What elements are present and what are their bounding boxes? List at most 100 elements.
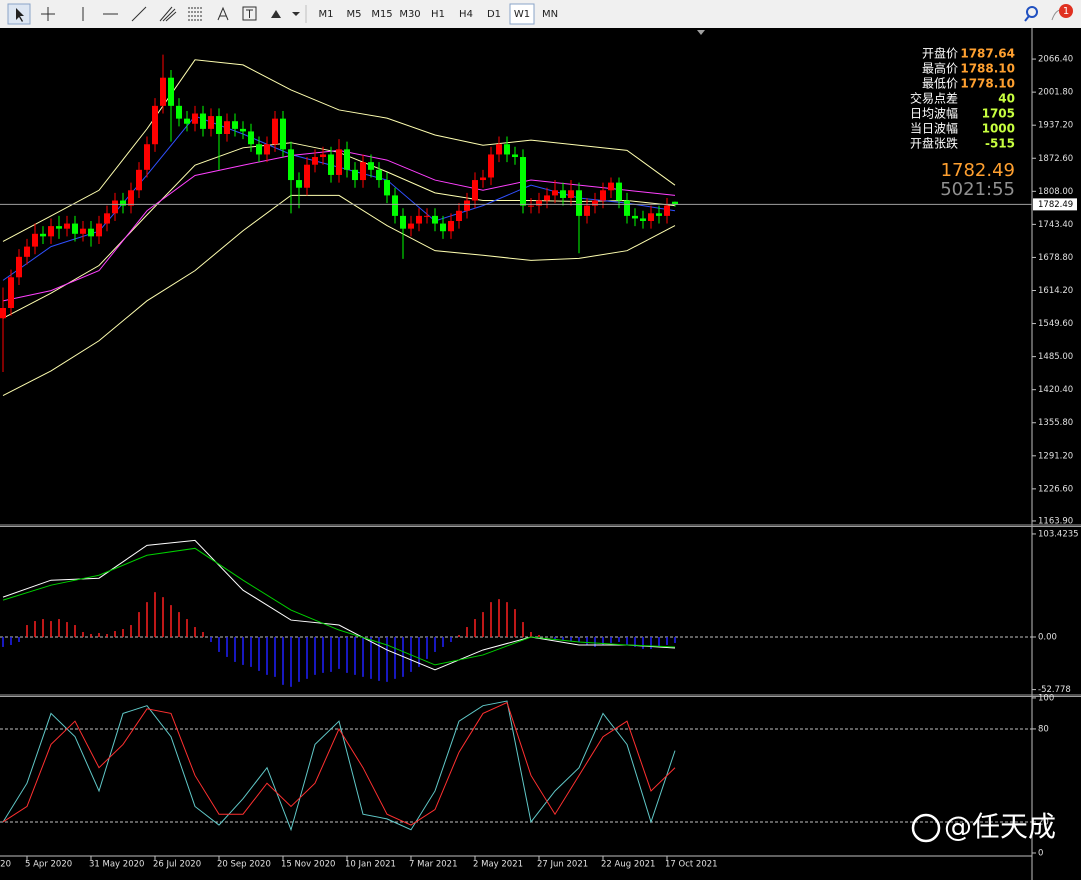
candle-body — [640, 218, 646, 221]
timeframe-button[interactable]: MN — [542, 9, 558, 20]
candle-body — [288, 149, 294, 181]
x-tick-label: 2 May 2021 — [473, 860, 523, 870]
candle-body — [400, 215, 406, 229]
candle-body — [408, 223, 414, 229]
candle-body — [576, 190, 582, 216]
candle-body — [512, 154, 518, 158]
candle-body — [56, 226, 62, 229]
channel-icon[interactable] — [159, 6, 177, 22]
candle-body — [48, 226, 54, 237]
timeframe-button[interactable]: M30 — [399, 9, 420, 20]
info-label: 当日波幅 — [910, 121, 958, 136]
candle-body — [616, 182, 622, 201]
timeframe-button[interactable]: D1 — [487, 9, 501, 20]
x-tick-label: 5 Apr 2020 — [25, 860, 72, 870]
crosshair-icon[interactable] — [41, 7, 55, 21]
x-tick-label: 7 Mar 2021 — [409, 860, 457, 870]
candle-body — [32, 233, 38, 247]
candle-body — [184, 118, 190, 124]
candle-body — [464, 200, 470, 211]
arrows-icon[interactable] — [271, 10, 300, 18]
candle-body — [520, 157, 526, 206]
y-tick-label: 1743.40 — [1038, 220, 1073, 230]
cursor-icon — [16, 8, 24, 22]
x-tick-label: 22 Aug 2021 — [601, 860, 655, 870]
indicator-line — [2, 701, 676, 826]
candle-body — [672, 201, 678, 205]
candle-body — [632, 215, 638, 219]
info-value: 40 — [998, 92, 1015, 106]
candle-body — [456, 210, 462, 221]
candle-body — [336, 149, 342, 175]
info-value: 1788.10 — [960, 62, 1015, 76]
label-icon[interactable] — [242, 6, 257, 21]
candle-body — [152, 105, 158, 145]
candle-body — [344, 149, 350, 170]
candle-body — [312, 157, 318, 165]
timeframe-button[interactable]: H1 — [431, 9, 445, 20]
candle-body — [40, 233, 46, 237]
info-label: 开盘张跌 — [910, 136, 958, 151]
candle-body — [80, 228, 86, 234]
fibo-icon[interactable] — [188, 7, 202, 21]
label-icon-t — [246, 9, 253, 18]
candle-body — [136, 169, 142, 191]
candle-body — [472, 180, 478, 201]
candle-body — [0, 308, 6, 319]
info-label: 开盘价 — [922, 46, 958, 61]
candle-body — [304, 164, 310, 188]
candle-body — [448, 220, 454, 232]
candle-body — [560, 190, 566, 198]
info-value: 1778.10 — [960, 77, 1015, 91]
shift-marker — [697, 30, 705, 35]
y-tick-label: 1291.20 — [1038, 451, 1073, 461]
candle-body — [224, 121, 230, 134]
y-tick-label: 1937.20 — [1038, 121, 1073, 131]
trendline-icon[interactable] — [131, 6, 147, 22]
info-label: 日均波幅 — [910, 106, 958, 121]
candle-body — [264, 144, 270, 155]
candle-body — [552, 190, 558, 196]
info-price: 1782.49 — [941, 160, 1015, 181]
candle-body — [160, 77, 166, 106]
candle-body — [176, 105, 182, 119]
candle-body — [128, 190, 134, 206]
candle-body — [424, 215, 430, 217]
active-timeframe — [509, 3, 535, 25]
timeframe-button[interactable]: M15 — [371, 9, 392, 20]
y-tick-label: 0.00 — [1038, 633, 1057, 643]
candle-body — [664, 205, 670, 216]
timeframe-button[interactable]: W1 — [514, 9, 530, 20]
candle-body — [320, 154, 326, 158]
info-value: 1000 — [982, 122, 1015, 136]
indicator-line — [2, 539, 676, 671]
y-tick-label: 1420.40 — [1038, 385, 1073, 395]
candle-body — [352, 169, 358, 181]
indicator-line — [2, 547, 676, 666]
candle-body — [24, 246, 30, 257]
x-tick-label: 20 — [0, 860, 11, 870]
candle-body — [376, 169, 382, 181]
candle-body — [200, 113, 206, 129]
timeframe-button[interactable]: H4 — [459, 9, 473, 20]
text-icon[interactable] — [217, 6, 229, 21]
y-tick-label: 2066.40 — [1038, 55, 1073, 65]
info-value: 1705 — [982, 107, 1015, 121]
candle-body — [592, 200, 598, 206]
search-icon[interactable] — [1026, 6, 1038, 18]
y-tick-label: 103.4235 — [1038, 529, 1079, 539]
candle-body — [504, 144, 510, 155]
candle-body — [384, 180, 390, 196]
y-tick-label: 80 — [1038, 724, 1049, 734]
candle-body — [120, 200, 126, 206]
timeframe-button[interactable]: M1 — [319, 9, 334, 20]
candle-body — [440, 223, 446, 232]
y-tick-label: 1614.20 — [1038, 286, 1073, 296]
timeframe-button[interactable]: M5 — [347, 9, 362, 20]
candle-body — [104, 213, 110, 224]
candle-body — [248, 131, 254, 145]
indicator-line — [2, 194, 676, 396]
candle-body — [480, 177, 486, 181]
x-tick-label: 10 Jan 2021 — [345, 860, 396, 870]
